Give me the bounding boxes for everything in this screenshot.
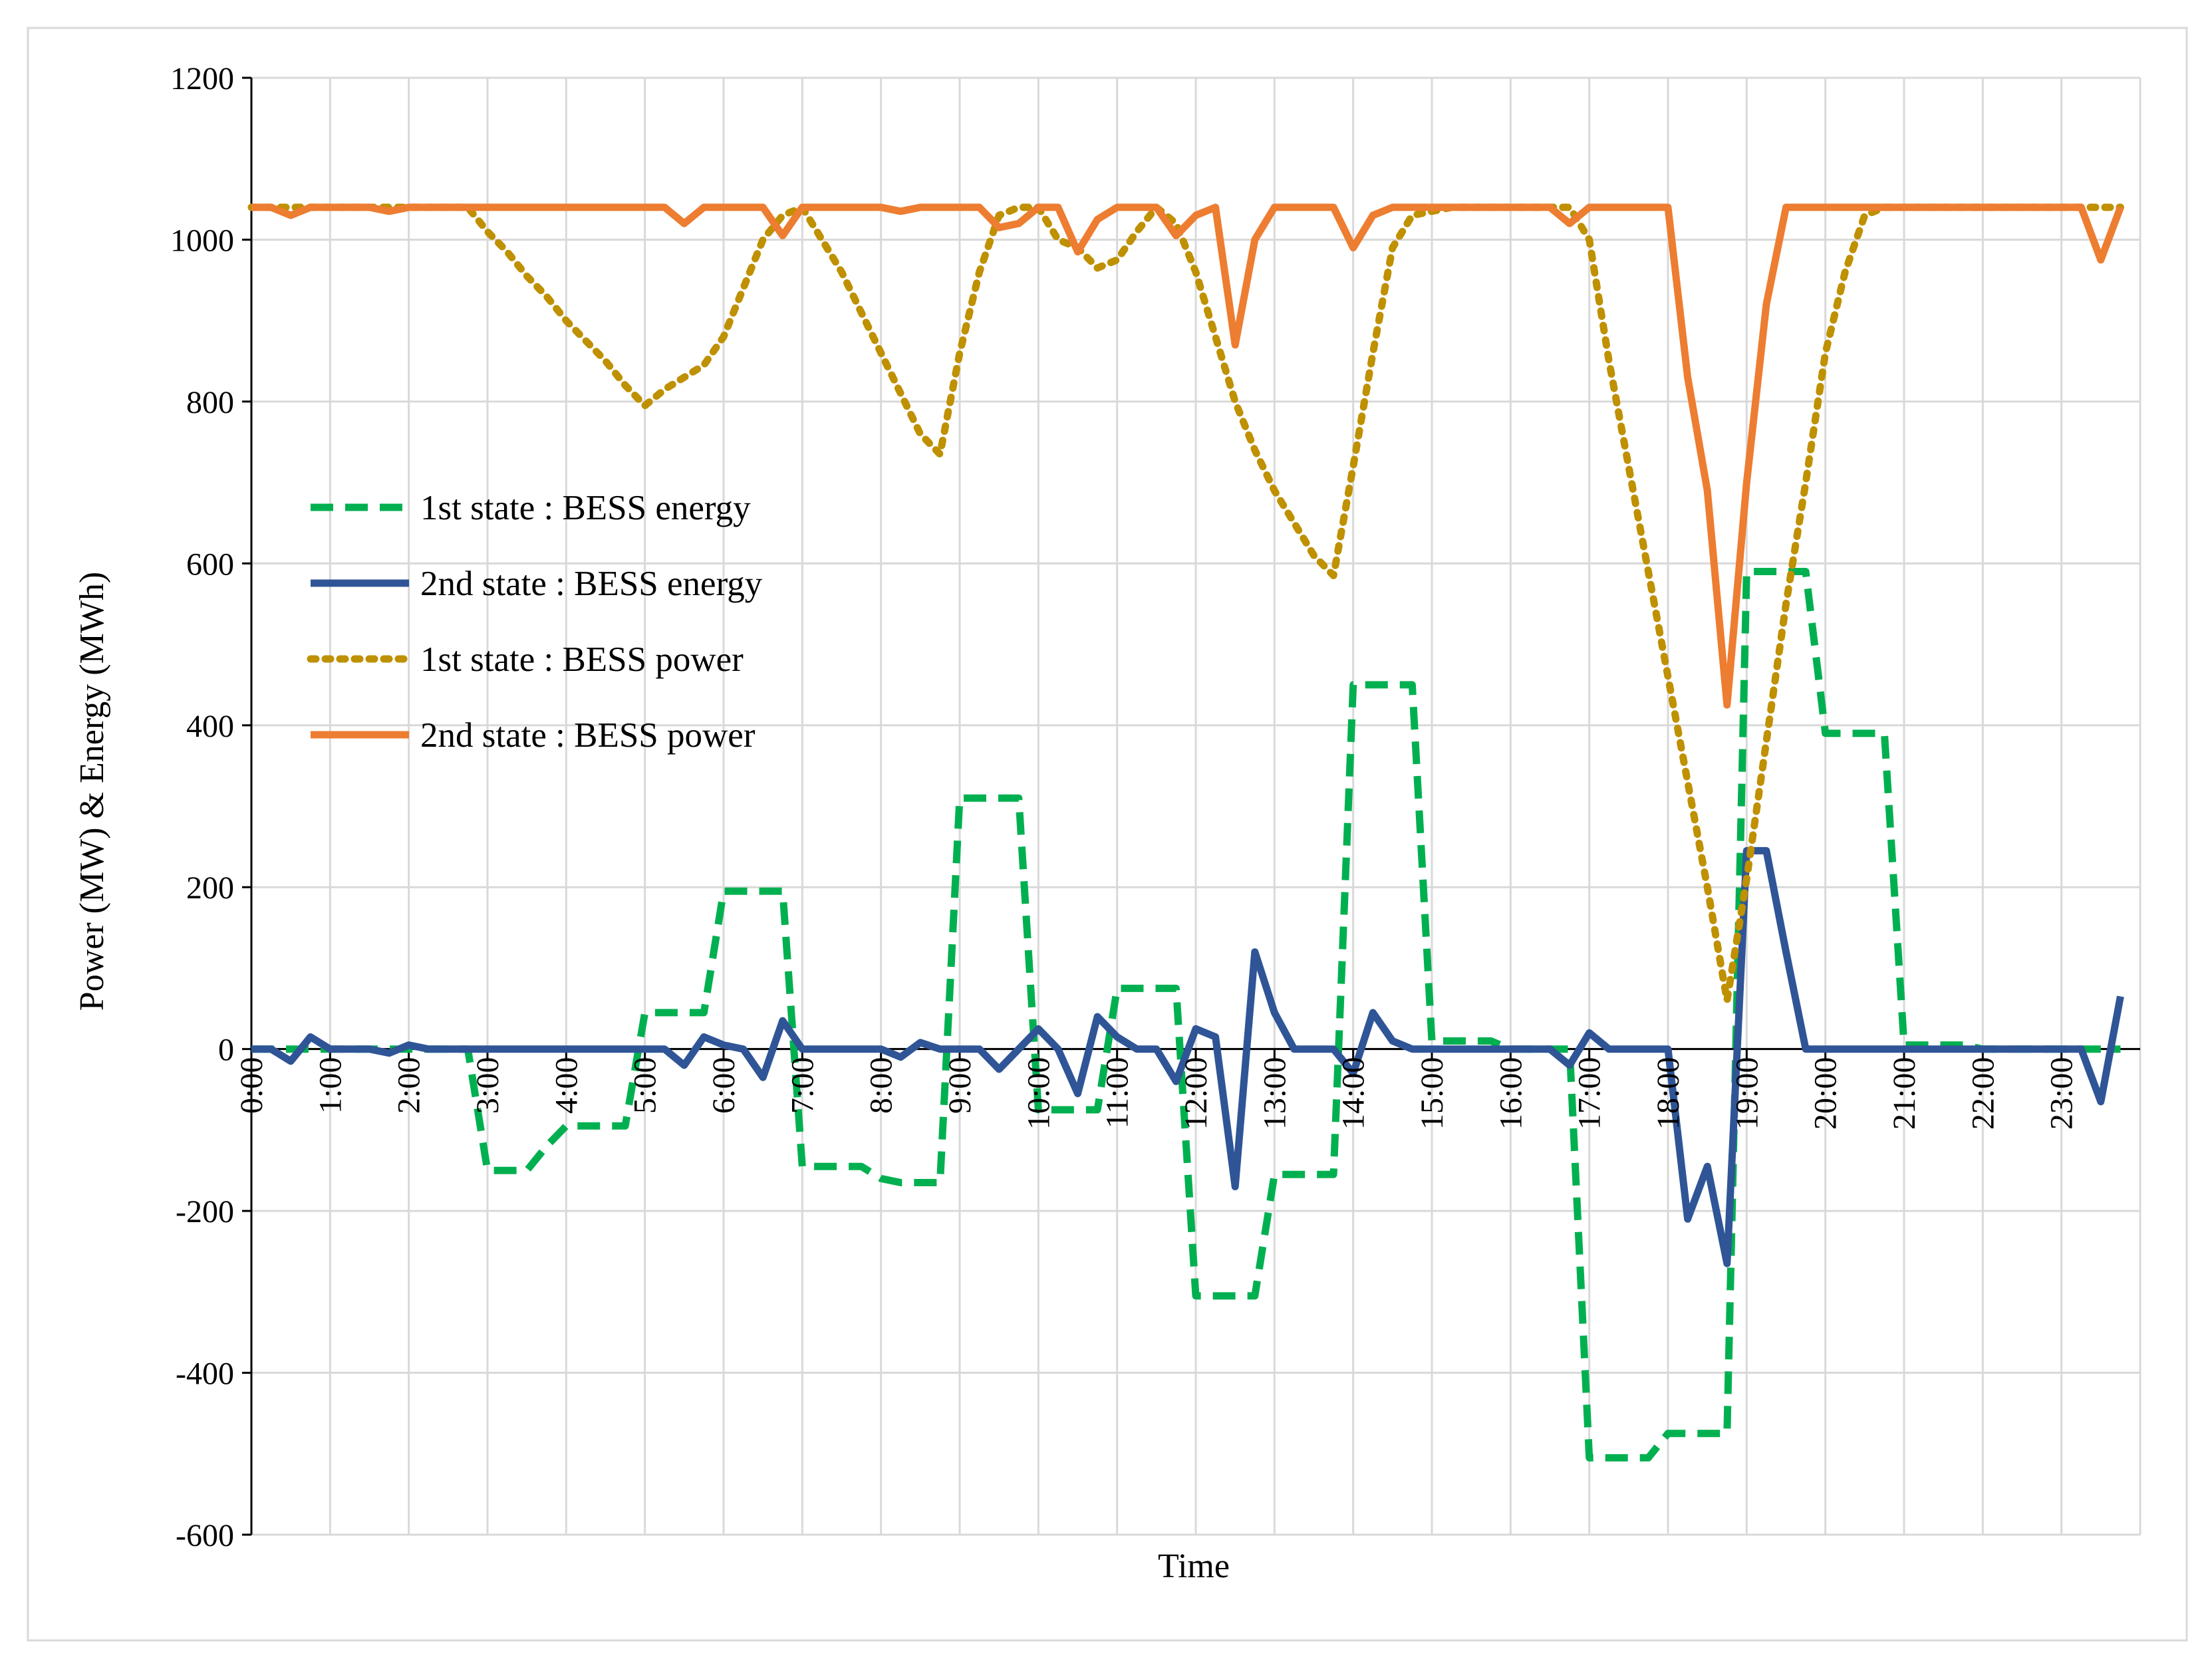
x-axis-label: Time bbox=[1158, 1547, 1230, 1585]
x-tick-label: 6:00 bbox=[706, 1057, 742, 1114]
y-tick-label: 400 bbox=[186, 709, 234, 744]
x-tick-label: 12:00 bbox=[1178, 1057, 1214, 1130]
y-tick-label: -200 bbox=[176, 1194, 234, 1229]
y-tick-label: -400 bbox=[176, 1356, 234, 1392]
x-tick-label: 23:00 bbox=[2044, 1057, 2080, 1130]
x-tick-label: 2:00 bbox=[392, 1057, 427, 1114]
series-line bbox=[251, 846, 2124, 1267]
x-tick-label: 11:00 bbox=[1100, 1057, 1135, 1129]
x-tick-label: 3:00 bbox=[470, 1057, 505, 1114]
x-tick-label: 7:00 bbox=[785, 1057, 820, 1114]
labels: -600 -400 -200 0 200 400 600 800 1000 1200 0:00 1:0… bbox=[170, 61, 2080, 1553]
x-tick-label: 19:00 bbox=[1729, 1057, 1764, 1130]
x-tick-label: 9:00 bbox=[942, 1057, 978, 1114]
series-line bbox=[247, 203, 2124, 1005]
y-tick-label: 200 bbox=[186, 870, 234, 906]
series-line bbox=[251, 568, 2121, 1462]
x-tick-label: 14:00 bbox=[1336, 1057, 1371, 1130]
y-tick-label: 1000 bbox=[170, 223, 234, 258]
series-line bbox=[251, 203, 2124, 709]
x-tick-label: 5:00 bbox=[628, 1057, 663, 1114]
legend: 1st state : BESS energy 2nd state : BESS … bbox=[307, 489, 763, 755]
x-tick-label: 16:00 bbox=[1493, 1057, 1528, 1130]
x-tick-label: 21:00 bbox=[1887, 1057, 1922, 1130]
y-tick-label: 600 bbox=[186, 547, 234, 582]
y-tick-label: 800 bbox=[186, 385, 234, 420]
x-tick-label: 10:00 bbox=[1021, 1057, 1056, 1130]
x-tick-label: 15:00 bbox=[1415, 1057, 1450, 1130]
legend-label: 2nd state : BESS energy bbox=[420, 565, 763, 603]
y-tick-label: -600 bbox=[176, 1518, 234, 1553]
y-tick-label: 0 bbox=[218, 1033, 234, 1068]
x-tick-label: 20:00 bbox=[1808, 1057, 1844, 1130]
plot-lines bbox=[247, 203, 2124, 1462]
x-tick-label: 17:00 bbox=[1572, 1057, 1607, 1130]
chart-frame bbox=[27, 27, 2188, 1642]
x-tick-label: 8:00 bbox=[864, 1057, 899, 1114]
x-tick-label: 22:00 bbox=[1965, 1057, 2001, 1130]
x-tick-label: 0:00 bbox=[234, 1057, 269, 1114]
legend-label: 1st state : BESS energy bbox=[420, 489, 751, 527]
x-tick-label: 13:00 bbox=[1257, 1057, 1292, 1130]
x-tick-label: 18:00 bbox=[1651, 1057, 1686, 1130]
legend-label: 1st state : BESS power bbox=[420, 640, 744, 679]
x-tick-label: 1:00 bbox=[313, 1057, 348, 1114]
legend-label: 2nd state : BESS power bbox=[420, 716, 756, 755]
grid bbox=[251, 76, 2142, 1536]
x-tick-label: 4:00 bbox=[549, 1057, 584, 1114]
y-tick-label: 1200 bbox=[170, 61, 234, 96]
y-axis-label: Power (MW) & Energy (MWh) bbox=[73, 572, 111, 1011]
